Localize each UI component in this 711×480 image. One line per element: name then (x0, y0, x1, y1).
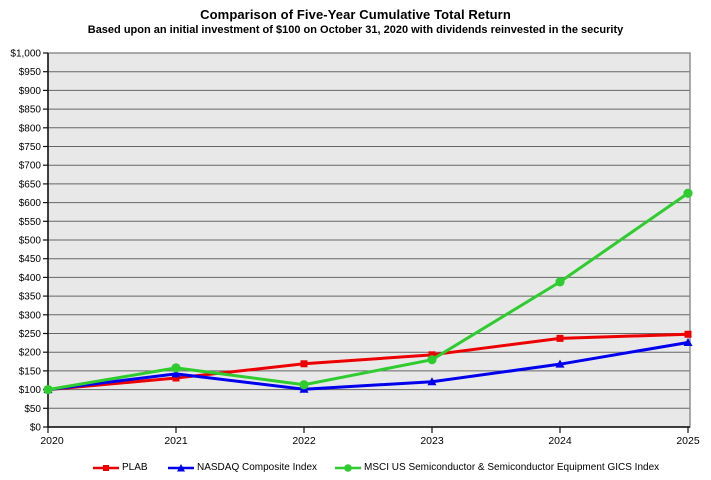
y-axis-tick-label: $700 (19, 161, 42, 172)
y-axis-tick-label: $300 (19, 310, 42, 321)
data-point-marker-1 (171, 369, 181, 378)
y-axis-tick-label: $1,000 (10, 49, 41, 60)
data-point-marker-2 (555, 277, 565, 287)
y-axis-tick-label: $850 (19, 105, 42, 116)
y-axis-tick-label: $50 (24, 404, 41, 415)
y-axis-tick-label: $650 (19, 179, 42, 190)
y-axis-tick-label: $350 (19, 292, 42, 303)
chart-title: Comparison of Five-Year Cumulative Total… (200, 7, 511, 22)
legend-item-plab: PLAB (93, 460, 148, 475)
y-axis-tick-label: $150 (19, 366, 42, 377)
y-axis-tick-label: $550 (19, 217, 42, 228)
data-point-marker-2 (683, 188, 693, 198)
x-axis-tick-label: 2022 (292, 435, 316, 447)
nasdaq-series-marker-icon (168, 462, 194, 474)
x-axis-tick-label: 2024 (548, 435, 572, 447)
data-point-marker-0 (300, 360, 308, 368)
data-point-marker-2 (299, 380, 309, 390)
y-axis-tick-label: $750 (19, 142, 42, 153)
y-axis-tick-label: $500 (19, 236, 42, 247)
data-point-marker-2 (43, 385, 53, 395)
y-axis-tick-label: $450 (19, 254, 42, 265)
msci-series-marker-icon (335, 462, 361, 474)
data-point-marker-2 (171, 363, 181, 373)
y-axis-tick-label: $400 (19, 273, 42, 284)
cumulative-return-line-chart: $0 $50 $100 $150 $200 $250 $300 $350 $400 $450 $50… (10, 49, 700, 448)
legend-item-msci: MSCI US Semiconductor & Semiconductor Eq… (335, 460, 659, 475)
y-axis-tick-label: $800 (19, 123, 42, 134)
chart-subtitle: Based upon an initial investment of $100… (87, 24, 624, 36)
data-point-marker-1 (683, 337, 693, 346)
y-axis-tick-label: $250 (19, 329, 42, 340)
data-point-marker-0 (428, 351, 436, 359)
series-line-0 (46, 332, 690, 392)
plab-series-marker-icon (93, 462, 119, 474)
data-point-marker-1 (555, 359, 565, 368)
x-axis-tick-label: 2020 (40, 435, 64, 447)
x-axis-tick-label: 2025 (676, 435, 700, 447)
data-point-marker-1 (427, 377, 437, 386)
data-point-marker-0 (556, 334, 564, 342)
series-line-1 (46, 340, 690, 392)
x-axis-tick-label: 2021 (164, 435, 188, 447)
y-axis-tick-label: $600 (19, 198, 42, 209)
data-point-marker-0 (684, 330, 692, 338)
legend-label-nasdaq: NASDAQ Composite Index (197, 462, 318, 473)
data-point-marker-2 (427, 355, 437, 365)
series-line-2 (46, 191, 690, 392)
y-axis-tick-label: $200 (19, 348, 42, 359)
legend-item-nasdaq: NASDAQ Composite Index (168, 460, 317, 475)
y-axis-tick-label: $0 (30, 423, 42, 434)
legend-label-plab: PLAB (122, 462, 148, 473)
data-point-marker-0 (172, 374, 180, 382)
legend-label-msci: MSCI US Semiconductor & Semiconductor Eq… (364, 462, 660, 473)
y-axis-tick-label: $900 (19, 86, 42, 97)
y-axis-tick-label: $950 (19, 67, 42, 78)
y-axis-tick-label: $100 (19, 385, 42, 396)
x-axis-tick-label: 2023 (420, 435, 444, 447)
